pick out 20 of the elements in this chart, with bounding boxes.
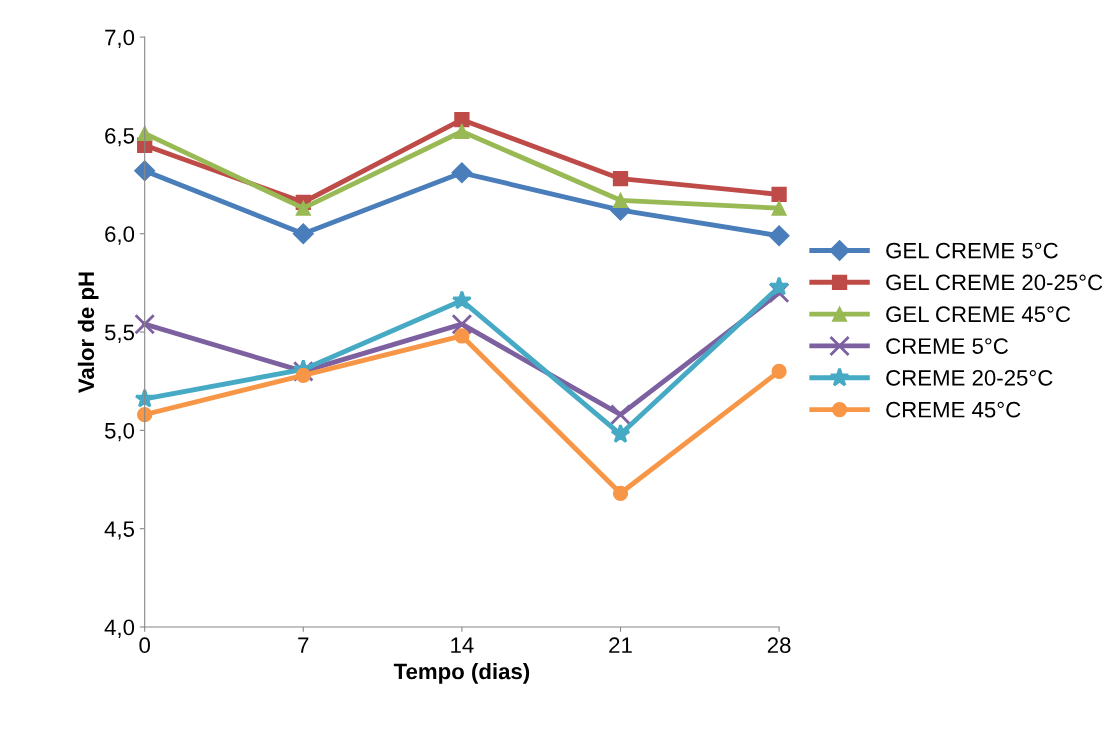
legend-label: CREME 45°C <box>886 401 1021 418</box>
x-tick-label: 0 <box>139 637 150 654</box>
x-tick-label: 14 <box>451 637 474 653</box>
y-tick-label: 7,0 <box>105 29 135 48</box>
y-tick-label: 6,0 <box>105 226 135 245</box>
legend-label: GEL CREME 45°C <box>886 306 1071 323</box>
y-tick-label: 5,5 <box>104 324 135 343</box>
legend-label: GEL CREME 5°C <box>886 242 1058 259</box>
legend-label: GEL CREME 20-25°C <box>886 274 1103 291</box>
y-tick-label: 5,0 <box>104 422 135 442</box>
legend-label: CREME 5°C <box>886 338 1008 354</box>
x-tick-label: 21 <box>609 637 632 653</box>
y-tick-label: 4,5 <box>104 521 135 540</box>
legend-label: CREME 20-25°C <box>886 370 1053 386</box>
y-tick-label: 4,0 <box>104 619 135 638</box>
y-tick-label: 6,5 <box>105 127 135 147</box>
x-tick-label: 28 <box>767 637 791 654</box>
x-tick-label: 7 <box>298 637 309 653</box>
y-axis-title: Valor de pH <box>77 272 99 394</box>
x-axis-title: Tempo (dias) <box>393 662 530 684</box>
